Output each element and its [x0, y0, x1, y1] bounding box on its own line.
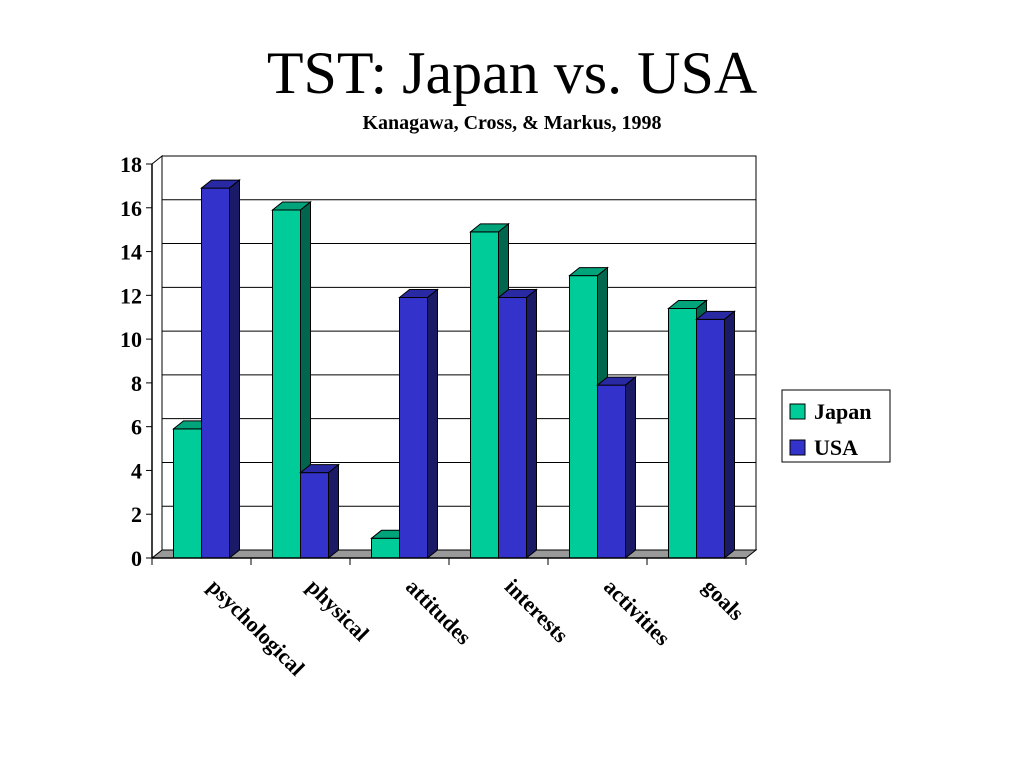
bar-side	[625, 376, 636, 560]
bar-front	[371, 537, 400, 559]
bar-front	[597, 384, 626, 559]
bar-front	[569, 275, 598, 559]
bars	[172, 179, 736, 560]
bar-usa-attitudes	[398, 288, 439, 560]
y-tick-label: 14	[120, 240, 142, 265]
bar-front	[300, 472, 329, 559]
gridlines	[150, 154, 758, 560]
bar-side	[724, 310, 735, 560]
bar-front	[201, 187, 230, 559]
legend-swatch-japan	[789, 403, 806, 420]
y-tick-label: 18	[120, 152, 142, 177]
plot-floor	[150, 549, 758, 559]
y-tick-label: 12	[120, 283, 142, 308]
y-tick-label: 0	[131, 546, 142, 571]
bar-front	[498, 297, 527, 559]
slide-subtitle: Kanagawa, Cross, & Markus, 1998	[362, 112, 662, 134]
bar-usa-psychological	[200, 179, 241, 560]
legend-swatch-usa	[789, 439, 806, 456]
plot-back-wall	[161, 155, 757, 551]
x-category-label: activities	[599, 574, 676, 651]
bar-usa-activities	[596, 376, 637, 560]
legend-label-usa: USA	[814, 435, 858, 460]
y-tick-label: 6	[131, 415, 142, 440]
bar-side	[526, 288, 537, 560]
bar-usa-physical	[299, 463, 340, 560]
bar-front	[272, 209, 301, 559]
x-category-label: psychological	[203, 574, 310, 681]
bar-japan-physical	[271, 200, 312, 560]
bar-front	[470, 231, 499, 559]
bar-front	[399, 297, 428, 559]
y-tick-label: 16	[120, 196, 142, 221]
x-category-label: goals	[698, 574, 750, 626]
x-category-label: interests	[500, 574, 574, 648]
slide-title: TST: Japan vs. USA	[266, 40, 758, 106]
plot-side-wall	[151, 154, 163, 560]
x-category-label: attitudes	[401, 574, 477, 650]
bar-front	[668, 307, 697, 559]
y-tick-label: 8	[131, 371, 142, 396]
legend: Japan USA	[781, 389, 891, 463]
y-tick-label: 4	[131, 458, 142, 483]
x-category-label: physical	[302, 574, 374, 646]
bar-front	[696, 318, 725, 559]
legend-label-japan: Japan	[814, 399, 871, 424]
y-tick-label: 2	[131, 502, 142, 527]
bar-side	[427, 288, 438, 560]
bar-usa-interests	[497, 288, 538, 560]
bar-front	[173, 428, 202, 559]
bar-usa-goals	[695, 310, 736, 560]
y-tick-label: 10	[120, 327, 142, 352]
bar-side	[328, 463, 339, 560]
bar-side	[229, 179, 240, 560]
